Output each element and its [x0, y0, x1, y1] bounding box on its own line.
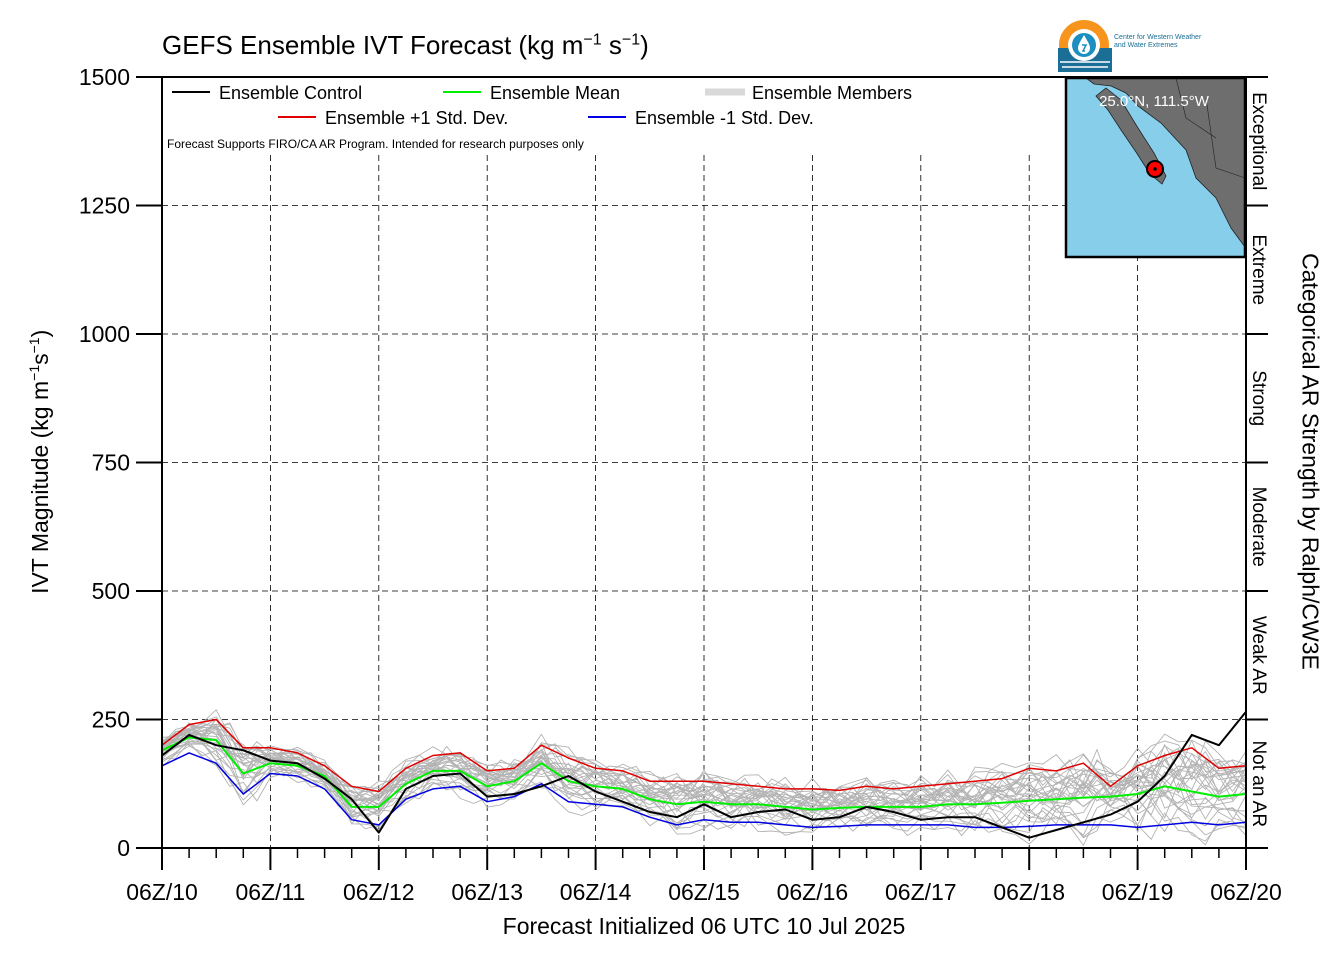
member-line	[161, 738, 1247, 839]
legend-label: Ensemble -1 Std. Dev.	[635, 108, 814, 128]
chart-title: GEFS Ensemble IVT Forecast (kg m−1 s−1)	[162, 30, 649, 60]
inset-frame	[1064, 76, 1247, 259]
category-label-weak-ar: Weak AR	[1248, 616, 1269, 695]
inset-coordinate-label: 25.0°N, 111.5°W	[1099, 93, 1210, 110]
legend-label: Ensemble Control	[219, 83, 362, 103]
x-tick-label: 06Z/16	[777, 879, 849, 905]
cw3e-logo-text: Center for Western Weather and Water Extr…	[1114, 34, 1202, 49]
category-label-moderate: Moderate	[1248, 487, 1269, 567]
x-tick-label: 06Z/19	[1102, 879, 1174, 905]
category-label-extreme: Extreme	[1248, 234, 1269, 305]
y-axis-label: IVT Magnitude (kg m−1s−1)	[26, 329, 53, 594]
disclaimer-text: Forecast Supports FIRO/CA AR Program. In…	[167, 137, 584, 151]
inset-location-center	[1153, 167, 1157, 171]
member-line	[161, 723, 1247, 799]
y-tick-label: 500	[92, 578, 130, 604]
cw3e-logo: Center for Western Weather and Water Extr…	[1058, 18, 1248, 72]
series-ensemble-1-std-dev	[161, 718, 1247, 793]
cw3e-logo-icon	[1058, 20, 1112, 72]
legend-label: Ensemble +1 Std. Dev.	[325, 108, 508, 128]
member-line	[161, 722, 1247, 800]
y-tick-label: 1250	[79, 193, 130, 219]
series-ensemble-1-std-dev	[161, 752, 1247, 829]
category-labels: Not an AR Weak AR Moderate Strong Extreme Exc…	[1246, 76, 1269, 849]
member-line	[161, 740, 1247, 836]
legend-label: Ensemble Mean	[490, 83, 620, 103]
y-tick-label: 1500	[79, 64, 130, 90]
x-tick-label: 06Z/15	[668, 879, 740, 905]
category-label-exceptional: Exceptional	[1248, 92, 1269, 190]
y-tick-label: 750	[92, 450, 130, 476]
y-tick-label: 250	[92, 707, 130, 733]
x-tick-label: 06Z/13	[451, 879, 523, 905]
x-tick-label: 06Z/12	[343, 879, 415, 905]
series-ensemble-control	[161, 711, 1247, 839]
x-tick-label: 06Z/17	[885, 879, 957, 905]
y-tick-label: 1000	[79, 321, 130, 347]
inset-baja-peninsula	[1095, 87, 1167, 185]
x-tick-label: 06Z/11	[235, 879, 305, 905]
x-tick-label: 06Z/10	[126, 879, 198, 905]
series-lines	[161, 711, 1247, 839]
legend: Ensemble Control Ensemble Mean Ensemble Me…	[167, 83, 912, 151]
x-tick-label: 06Z/20	[1210, 879, 1282, 905]
category-label-strong: Strong	[1248, 370, 1269, 426]
inset-state-borders	[1175, 77, 1246, 179]
y-tick-label: 0	[117, 835, 130, 861]
location-inset-map: 25.0°N, 111.5°W	[1064, 76, 1247, 259]
x-axis-label: Forecast Initialized 06 UTC 10 Jul 2025	[502, 913, 906, 939]
x-tick-label: 06Z/18	[993, 879, 1065, 905]
series-ensemble-mean	[161, 736, 1247, 811]
legend-label: Ensemble Members	[752, 83, 912, 103]
x-tick-label: 06Z/14	[560, 879, 632, 905]
member-line	[161, 744, 1247, 836]
right-axis-label: Categorical AR Strength by Ralph/CW3E	[1297, 253, 1324, 670]
category-label-not-an-ar: Not an AR	[1248, 740, 1269, 827]
grid-lines	[162, 155, 1246, 848]
